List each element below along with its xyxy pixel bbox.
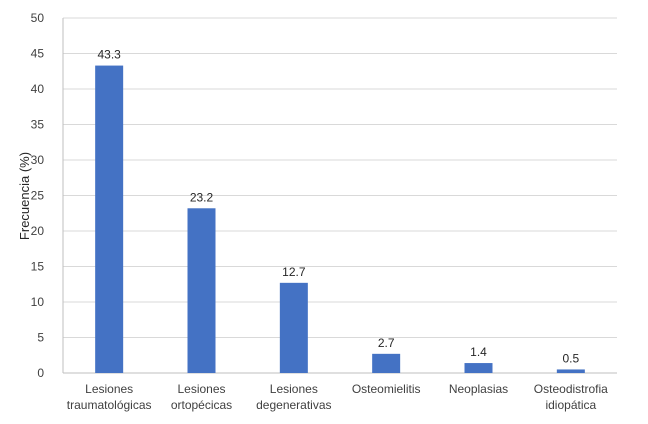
x-category-label: Lesiones traumatológicas [67,382,152,412]
data-label: 2.7 [378,336,395,350]
bar [187,208,216,373]
x-category-label: Neoplasias [449,382,508,396]
x-category-label: Lesiones degenerativas [256,382,331,412]
y-tick-label: 30 [31,153,45,167]
y-tick-label: 45 [31,47,45,61]
data-label: 43.3 [97,48,121,62]
bars [95,65,585,373]
bar [279,282,308,373]
y-tick-label: 15 [31,260,45,274]
y-tick-label: 0 [37,366,44,380]
y-tick-label: 5 [37,331,44,345]
x-category-label: Osteomielitis [352,382,421,396]
data-label: 0.5 [562,351,579,365]
y-axis-ticks: 0 5 10 15 20 25 30 35 40 45 50 [31,11,45,380]
x-category-label: Lesiones ortopécicas [171,382,232,412]
x-axis-categories: Lesiones traumatológicas Lesiones ortopécic… [67,382,608,412]
bar [464,363,493,373]
data-labels: 43.3 23.2 12.7 2.7 1.4 0.5 [97,48,579,366]
y-tick-label: 40 [31,82,45,96]
y-tick-label: 35 [31,118,45,132]
data-label: 23.2 [190,190,214,204]
data-label: 1.4 [470,345,487,359]
bar [372,353,401,373]
y-tick-label: 25 [31,189,45,203]
y-axis-title: Frecuencia (%) [17,152,32,240]
bar [556,369,585,373]
gridlines [62,17,617,374]
bar [95,65,124,373]
y-tick-label: 20 [31,224,45,238]
y-tick-label: 10 [31,295,45,309]
data-label: 12.7 [282,265,306,279]
x-category-label: Osteodistrofia idiopática [534,382,608,412]
y-tick-label: 50 [31,11,45,25]
